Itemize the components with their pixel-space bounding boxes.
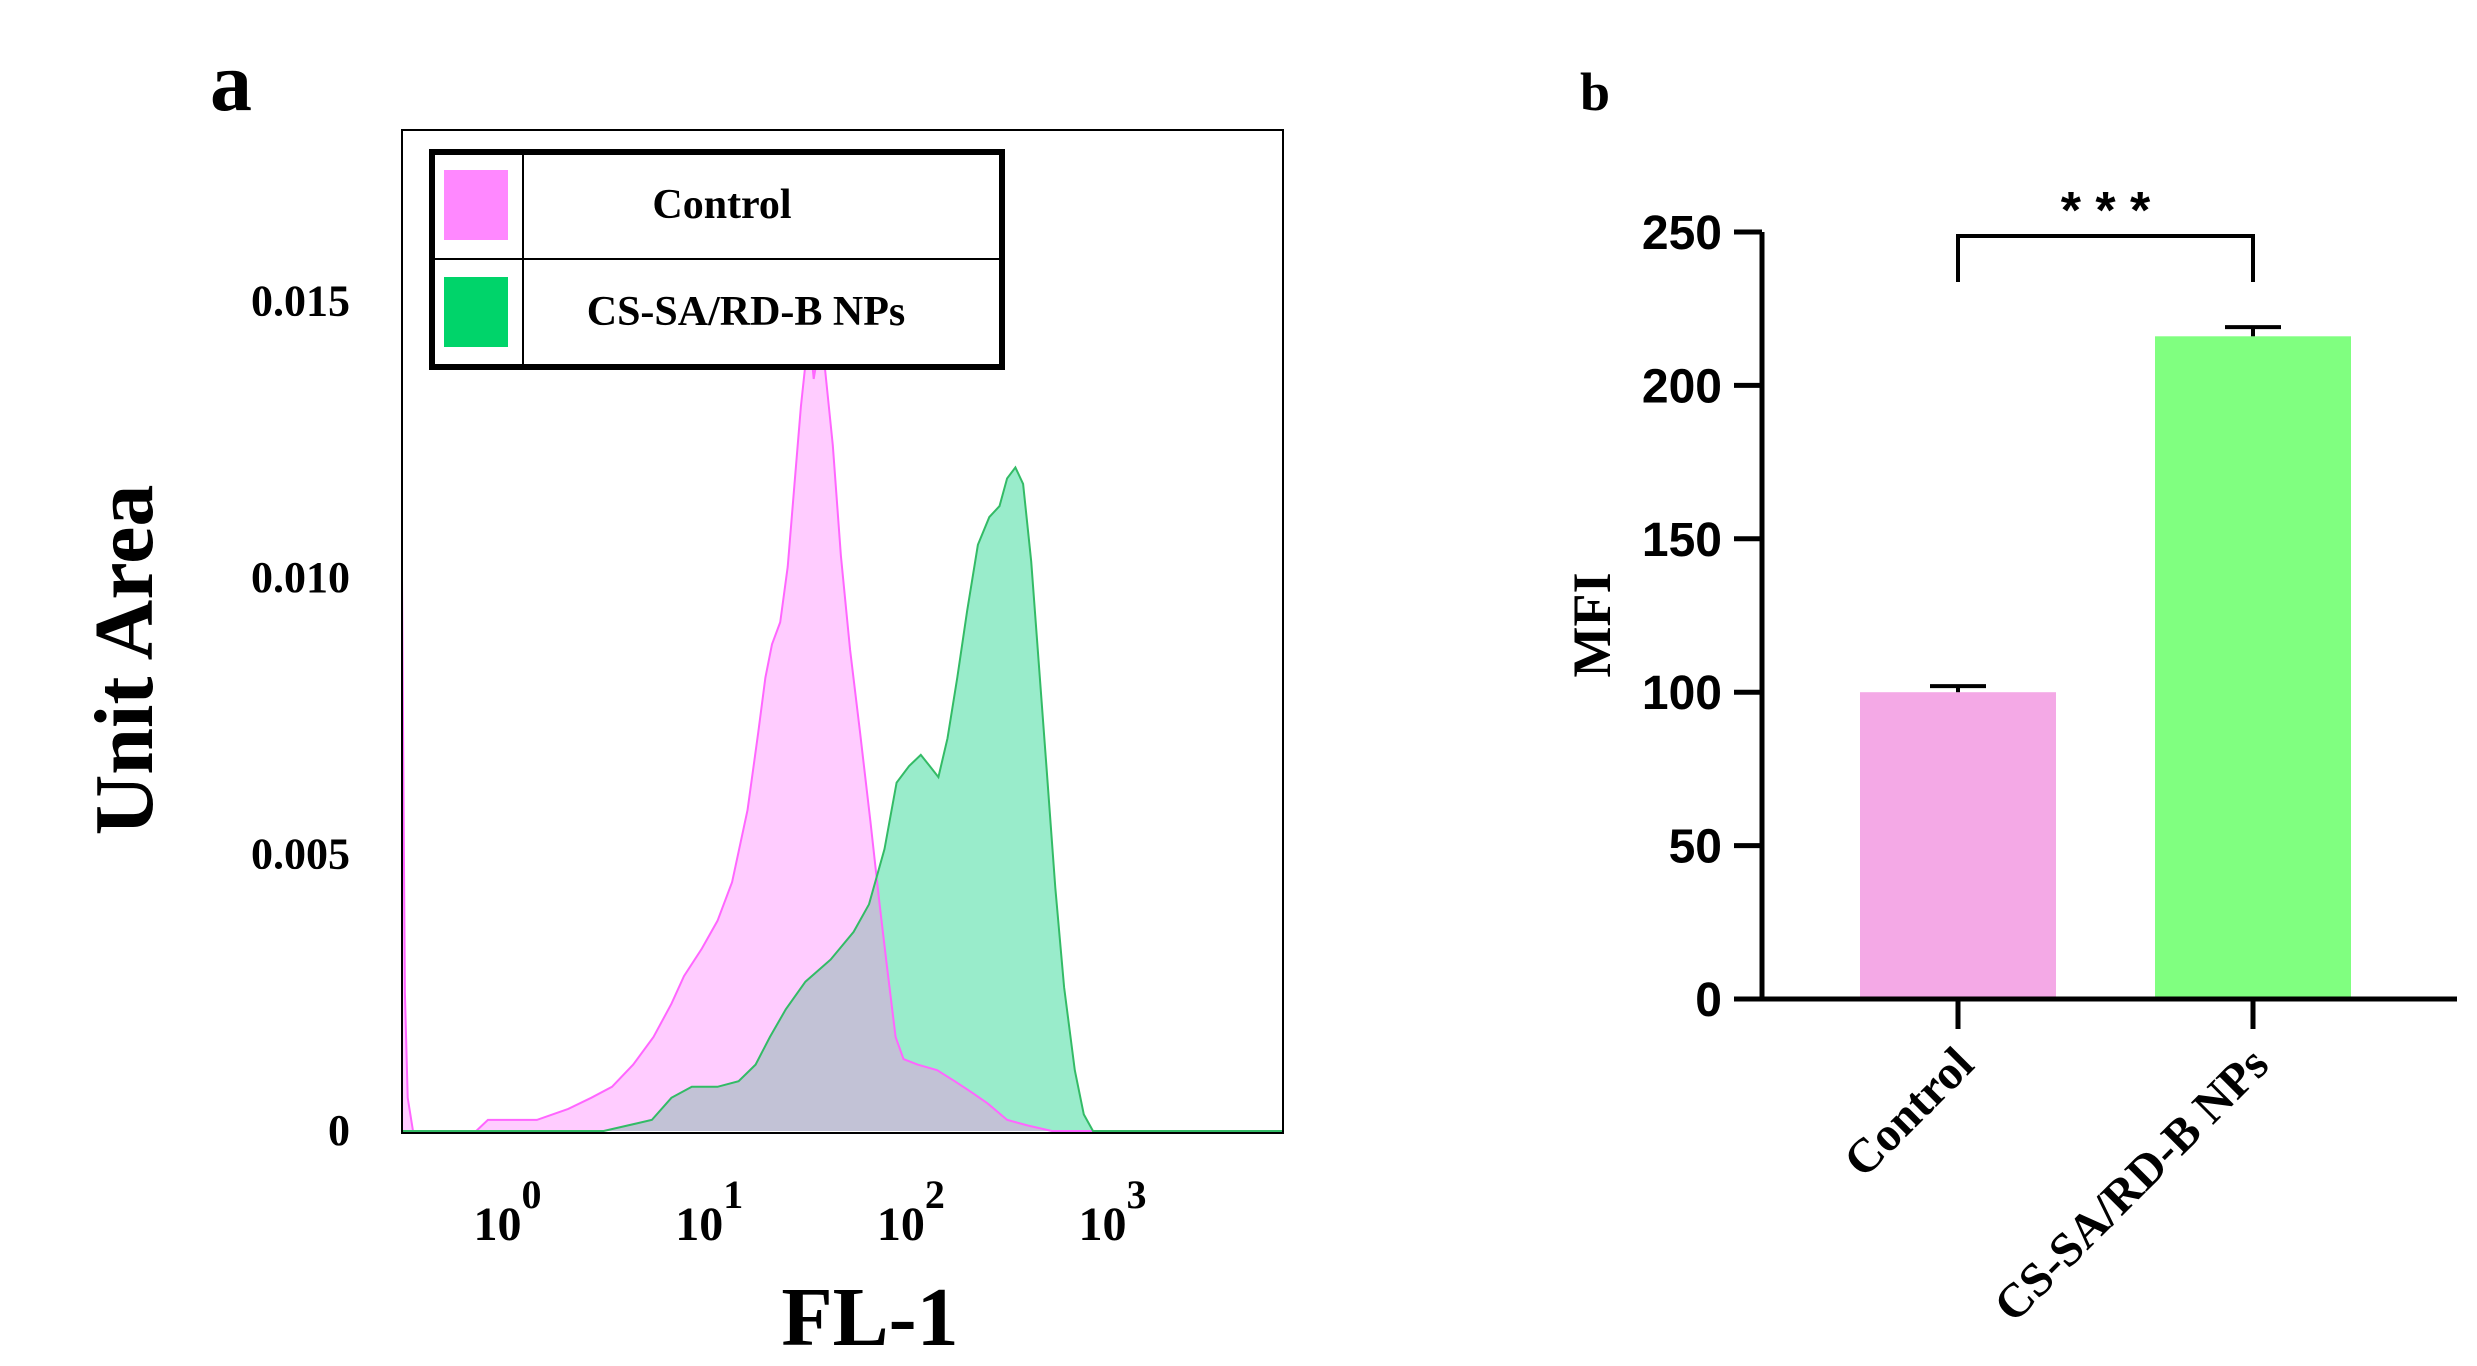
area-control [402,334,1283,1132]
line-control [401,334,1283,1132]
x-tick-label: 103 [1079,1172,1147,1251]
bar-1 [2155,336,2351,999]
significance-bracket: * * * [1956,182,2255,282]
legend-label-treated: CS-SA/RD-B NPs [587,289,906,335]
bar-y-tick-label: 250 [1642,207,1722,260]
panel-b-label: b [1580,62,1610,122]
legend: Control CS-SA/RD-B NPs [429,149,1005,370]
y-axis-title: Unit Area [78,485,171,836]
x-tick-labels: 100 101 102 103 [474,1172,1147,1251]
y-tick-label: 0.005 [251,830,350,879]
legend-label-control: Control [652,182,791,228]
legend-swatch-control [444,170,508,240]
panel-a: a Control CS-SA/RD-B NPs 0 0.005 0.010 0.01… [78,36,1284,1364]
bracket [1956,234,2255,282]
line-treated [402,465,1283,1132]
bar-y-tick-label: 150 [1642,514,1722,567]
panel-b: b 0 50 100 150 200 250 Control CS-SA/RD-B NPs *… [1562,62,2457,1332]
x-tick-label: 101 [675,1172,743,1251]
category-label: CS-SA/RD-B NPs [1984,1037,2279,1332]
category-label: Control [1834,1037,1984,1187]
bar-0 [1860,692,2056,999]
y-tick-label: 0 [328,1106,350,1155]
x-tick-label: 102 [877,1172,945,1251]
bar-y-tick-label: 100 [1642,667,1722,720]
histogram-areas [401,334,1283,1132]
panel-a-label: a [210,36,252,129]
bars [1860,325,2351,999]
histogram-plot [401,129,1284,1134]
bar-y-axis-title: MFI [1562,573,1622,678]
y-tick-label: 0.015 [251,276,350,325]
significance-stars: * * * [2061,182,2151,240]
legend-swatch-treated [444,277,508,347]
bar-y-tick-label: 0 [1695,974,1722,1027]
area-overlap [402,467,1283,1131]
bar-y-tick-label: 200 [1642,360,1722,413]
x-tick-label: 100 [474,1172,542,1251]
x-axis-title: FL-1 [781,1271,958,1364]
y-tick-label: 0.010 [251,553,350,602]
plot-frame [401,129,1284,1134]
bar-y-tick-label: 50 [1669,821,1722,874]
y-tick-labels: 0 0.005 0.010 0.015 [251,276,350,1155]
